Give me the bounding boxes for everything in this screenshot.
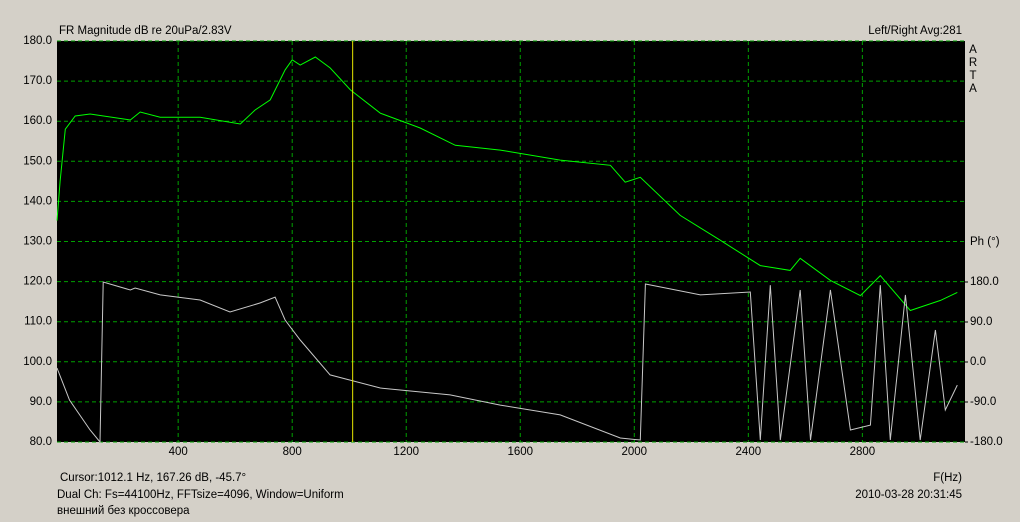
- x-tick-label: 2000: [622, 446, 648, 458]
- y-tick-label: 80.0: [30, 436, 52, 448]
- series-line: [56, 56, 958, 312]
- y-tick-label: 180.0: [23, 35, 52, 47]
- y-tick-label: 110.0: [24, 316, 52, 328]
- x-tick-label: 800: [283, 446, 302, 458]
- note: внешний без кроссовера: [57, 505, 190, 517]
- x-tick-label: 1200: [393, 446, 419, 458]
- timestamp: 2010-03-28 20:31:45: [855, 489, 962, 501]
- cursor-text: Cursor:1012.1 Hz, 167.26 dB, -45.7°: [60, 472, 246, 484]
- x-tick-label: 2400: [736, 446, 762, 458]
- x-axis-label: F(Hz): [933, 472, 962, 484]
- y-tick-label: 150.0: [23, 155, 52, 167]
- y-tick-label: 130.0: [23, 236, 52, 248]
- y2-tick-label: 90.0: [970, 316, 992, 328]
- watermark: ARTA: [967, 44, 979, 96]
- y-tick-label: 100.0: [23, 356, 52, 368]
- y-tick-label: 140.0: [23, 195, 52, 207]
- chart-title: FR Magnitude dB re 20uPa/2.83V: [59, 25, 232, 37]
- y-tick-label: 120.0: [23, 276, 52, 288]
- y-tick-label: 170.0: [23, 75, 52, 87]
- info: Left/Right Avg:281: [868, 25, 962, 37]
- x-tick-label: 2800: [850, 446, 876, 458]
- x-tick-label: 400: [169, 446, 188, 458]
- y-tick-label: 90.0: [30, 396, 52, 408]
- footer: Dual Ch: Fs=44100Hz, FFTsize=4096, Windo…: [57, 489, 344, 501]
- y2-tick-label: 0.0: [970, 356, 986, 368]
- y2-axis-label: Ph (°): [970, 236, 1000, 248]
- y-tick-label: 160.0: [23, 115, 52, 127]
- x-tick-label: 1600: [507, 446, 533, 458]
- y2-tick-label: 180.0: [970, 276, 999, 288]
- series-line: [56, 281, 958, 444]
- y2-tick-label: -180.0: [970, 436, 1003, 448]
- y2-tick-label: -90.0: [970, 396, 996, 408]
